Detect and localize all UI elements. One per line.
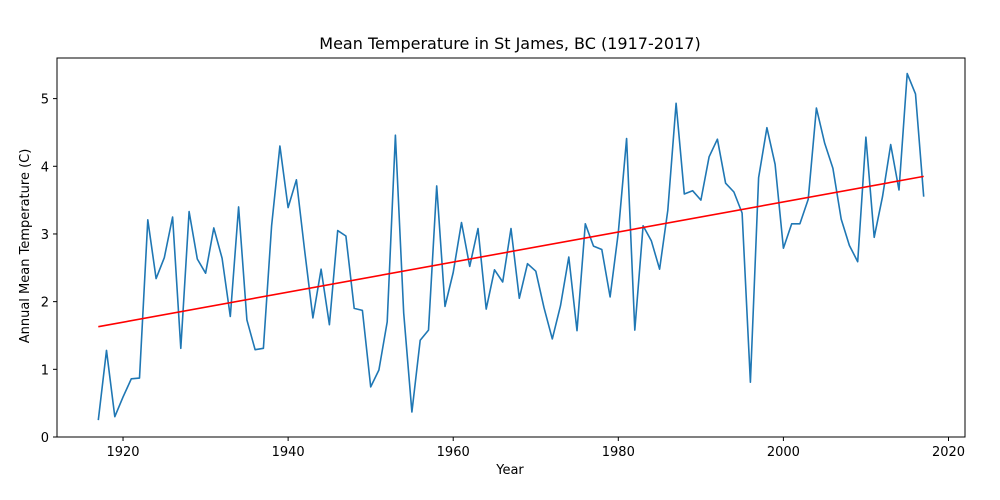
y-tick-label: 0 [41, 431, 49, 446]
y-tick-label: 5 [41, 93, 49, 108]
plot-frame [56, 57, 966, 438]
x-tick-label: 1940 [272, 445, 305, 460]
y-axis: 0 1 2 3 4 5 [41, 93, 57, 446]
x-tick-label: 2000 [767, 445, 800, 460]
y-tick-label: 1 [41, 363, 49, 378]
x-tick-label: 2020 [932, 445, 965, 460]
x-tick-label: 1980 [602, 445, 635, 460]
y-tick-label: 3 [41, 228, 49, 243]
x-axis-label: Year [495, 463, 524, 478]
chart-title: Mean Temperature in St James, BC (1917-2… [319, 34, 700, 53]
y-tick-label: 4 [41, 160, 49, 175]
y-axis-label: Annual Mean Temperature (C) [18, 149, 33, 344]
x-tick-label: 1920 [106, 445, 139, 460]
x-tick-label: 1960 [437, 445, 470, 460]
x-axis: 1920 1940 1960 1980 2000 2020 [106, 437, 965, 460]
y-tick-label: 2 [41, 296, 49, 311]
plot-area [56, 57, 966, 438]
trend-line [98, 175, 924, 328]
temperature-line [97, 72, 925, 421]
